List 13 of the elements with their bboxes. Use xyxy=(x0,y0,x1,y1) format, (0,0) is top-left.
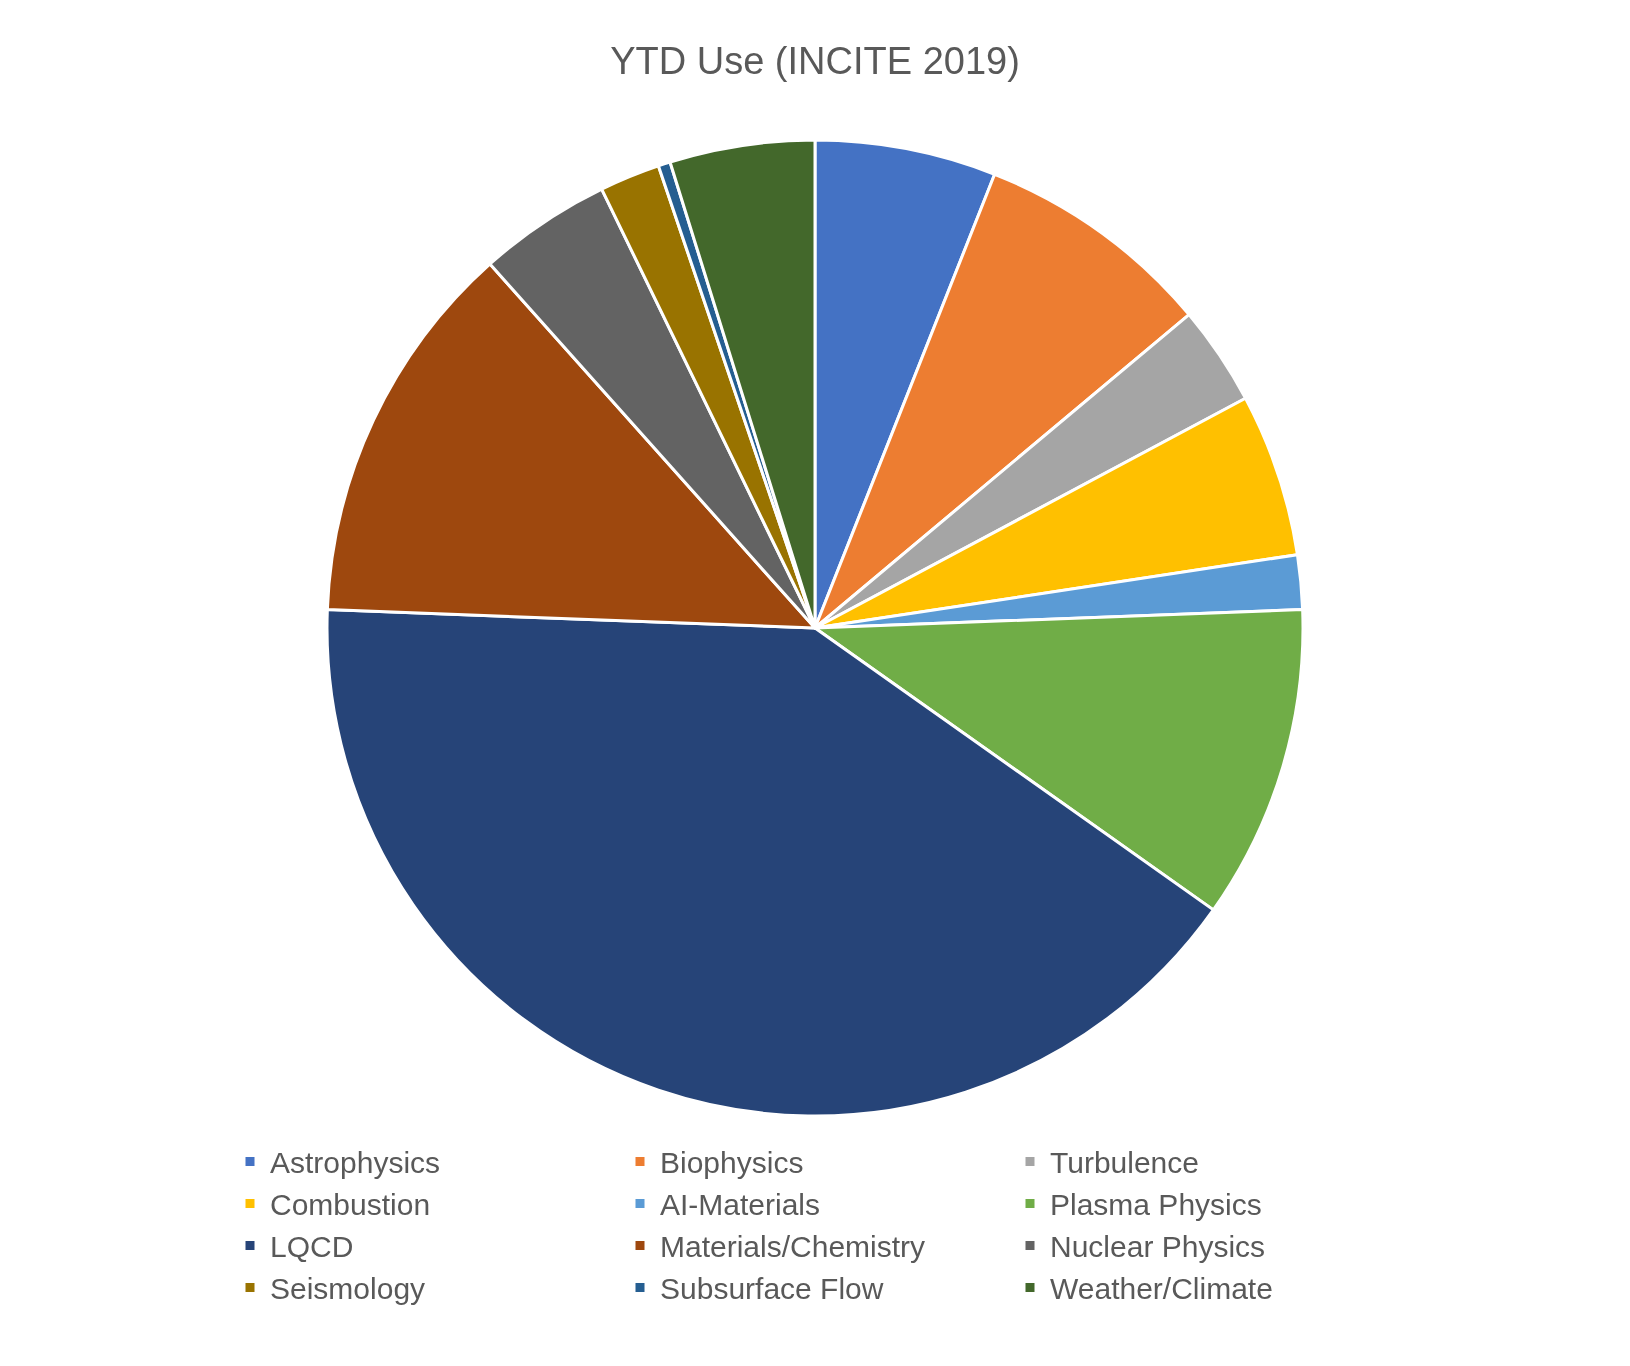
legend-label: Astrophysics xyxy=(270,1146,441,1180)
legend-label: Biophysics xyxy=(660,1146,804,1180)
legend-label: Materials/Chemistry xyxy=(660,1230,926,1264)
legend-label: Subsurface Flow xyxy=(660,1272,884,1306)
legend-label: Turbulence xyxy=(1050,1146,1199,1180)
legend-label: AI-Materials xyxy=(660,1188,821,1222)
legend-label: Plasma Physics xyxy=(1050,1188,1262,1222)
legend-label: LQCD xyxy=(270,1230,354,1264)
legend-label: Seismology xyxy=(270,1272,426,1306)
legend-label: Combustion xyxy=(270,1188,431,1222)
legend-label: Weather/Climate xyxy=(1050,1272,1273,1306)
legend-label: Nuclear Physics xyxy=(1050,1230,1266,1264)
chart-title: YTD Use (INCITE 2019) xyxy=(610,40,1020,83)
